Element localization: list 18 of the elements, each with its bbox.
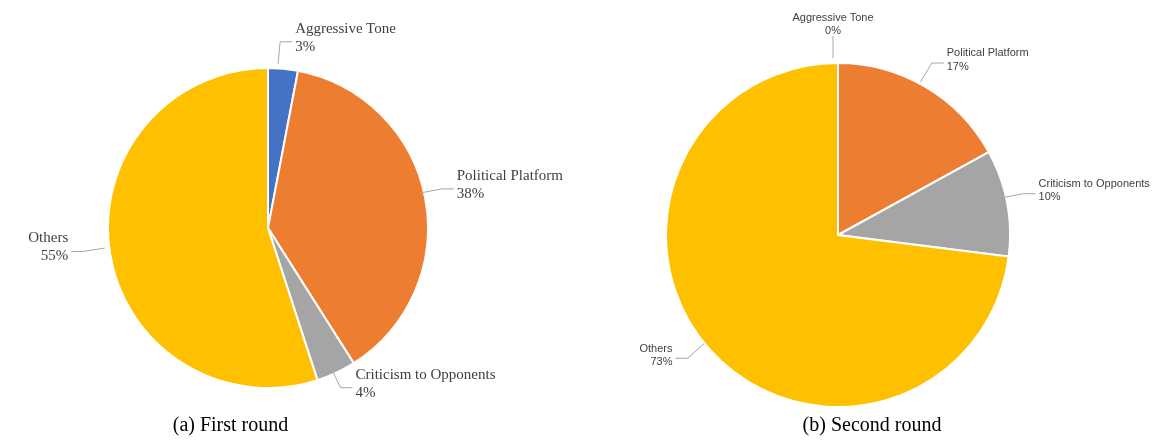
data-label: 38% <box>456 184 485 201</box>
data-label: 55% <box>40 247 69 264</box>
slice-label: Others <box>639 341 673 354</box>
text: 0% <box>825 23 841 36</box>
text: (b) Second round <box>801 413 943 436</box>
data-label: 73% <box>650 354 673 367</box>
data-label: 10% <box>1038 190 1061 203</box>
data-label: 4% <box>355 383 376 400</box>
category-label: Aggressive Tone <box>792 10 874 23</box>
slice-label: Political Platform <box>456 166 564 183</box>
slice-label: Others <box>28 229 69 246</box>
slice-label: Criticism to Opponents <box>1038 177 1151 190</box>
slice-label: Aggressive Tone <box>295 19 397 36</box>
text: (a) First round <box>171 413 290 436</box>
data-label: 3% <box>295 37 316 54</box>
slice-label: Political Platform <box>946 46 1029 59</box>
slice-label: Criticism to Opponents <box>355 365 496 382</box>
data-label: 17% <box>946 59 969 72</box>
